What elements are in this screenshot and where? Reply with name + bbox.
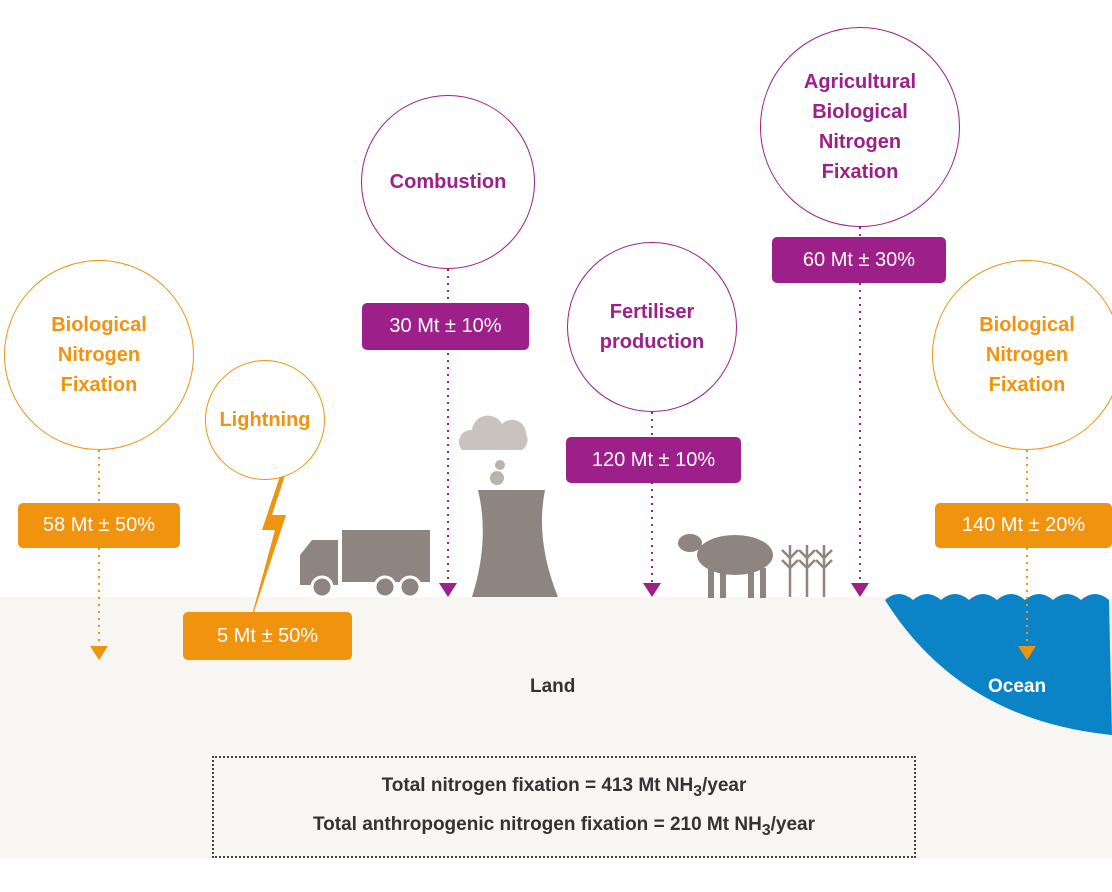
total-line: Total anthropogenic nitrogen fixation = … xyxy=(313,807,815,846)
source-circle: Biological Nitrogen Fixation xyxy=(4,260,194,450)
value-box: 30 Mt ± 10% xyxy=(362,303,529,350)
total-label: Total nitrogen fixation = xyxy=(382,775,596,796)
subscript: 3 xyxy=(762,822,771,839)
power-plant-icon xyxy=(459,416,558,597)
source-circle: Lightning xyxy=(205,360,325,480)
truck-icon xyxy=(300,530,430,597)
source-circle: Combustion xyxy=(361,95,535,269)
source-label: Agricultural Biological Nitrogen Fixatio… xyxy=(790,67,930,187)
source-label: Combustion xyxy=(390,167,507,197)
totals-box: Total nitrogen fixation = 413 Mt NH3/yea… xyxy=(212,756,916,858)
value-box: 140 Mt ± 20% xyxy=(935,503,1112,548)
source-label: Fertiliser production xyxy=(587,297,717,357)
value-box: 5 Mt ± 50% xyxy=(183,612,352,660)
total-amount: 210 Mt NH xyxy=(670,814,762,835)
total-amount: 413 Mt NH xyxy=(601,775,693,796)
source-circle: Fertiliser production xyxy=(567,242,737,412)
source-label: Biological Nitrogen Fixation xyxy=(962,310,1092,400)
land-label: Land xyxy=(530,676,575,698)
source-label: Lightning xyxy=(219,405,310,435)
total-label: Total anthropogenic nitrogen fixation = xyxy=(313,814,665,835)
source-label: Biological Nitrogen Fixation xyxy=(34,310,164,400)
total-unit: /year xyxy=(771,814,815,835)
wheat-icon xyxy=(782,545,832,597)
sheep-icon xyxy=(678,534,773,598)
total-line: Total nitrogen fixation = 413 Mt NH3/yea… xyxy=(382,768,747,807)
source-circle: Agricultural Biological Nitrogen Fixatio… xyxy=(760,27,960,227)
source-circle: Biological Nitrogen Fixation xyxy=(932,260,1112,450)
value-box: 60 Mt ± 30% xyxy=(772,237,946,283)
diagram: Biological Nitrogen Fixation Lightning C… xyxy=(0,0,1112,892)
total-unit: /year xyxy=(702,775,746,796)
value-box: 58 Mt ± 50% xyxy=(18,503,180,548)
ocean-label: Ocean xyxy=(988,676,1046,698)
subscript: 3 xyxy=(693,783,702,800)
value-box: 120 Mt ± 10% xyxy=(566,437,741,483)
